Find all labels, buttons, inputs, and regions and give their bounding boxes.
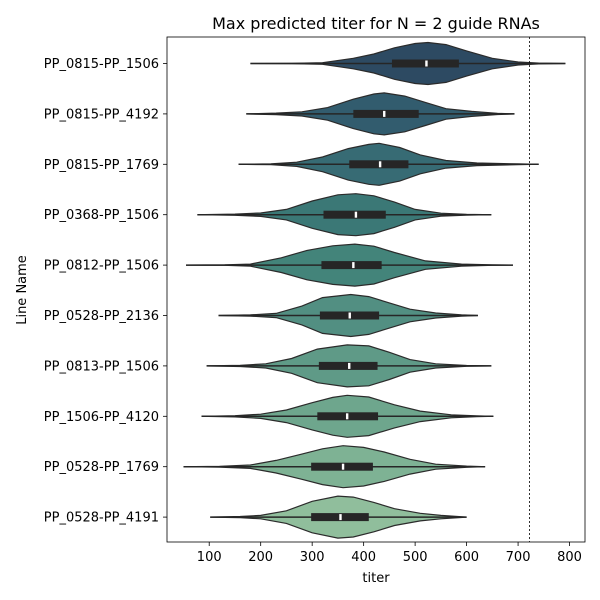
violin-group (201, 394, 494, 438)
y-tick-label: PP_0815-PP_1769 (44, 158, 159, 173)
x-tick-label: 500 (403, 550, 428, 565)
chart-title: Max predicted titer for N = 2 guide RNAs (212, 14, 540, 33)
violin-iqr-box (323, 210, 386, 219)
x-tick-label: 100 (197, 550, 222, 565)
violin-group (250, 41, 566, 86)
violin-median (339, 514, 342, 521)
violin-group (185, 243, 513, 287)
y-tick-label: PP_0815-PP_4192 (44, 107, 159, 122)
y-tick-label: PP_0368-PP_1506 (44, 208, 159, 223)
violin-iqr-box (353, 109, 419, 118)
violin-median (378, 161, 382, 168)
y-axis-label: Line Name (15, 255, 30, 325)
violin-median (348, 362, 351, 369)
y-tick-label: PP_0528-PP_2136 (44, 309, 159, 324)
violin-iqr-box (321, 261, 382, 270)
y-tick-label: PP_0528-PP_4191 (44, 511, 159, 526)
violin-iqr-box (349, 160, 409, 169)
y-tick-label: PP_0815-PP_1506 (44, 57, 159, 72)
violins (183, 41, 566, 539)
x-tick-label: 800 (557, 550, 582, 565)
violin-group (206, 344, 492, 388)
x-tick-label: 400 (351, 550, 376, 565)
y-tick-label: PP_1506-PP_4120 (44, 410, 159, 425)
x-tick-label: 200 (248, 550, 273, 565)
y-tick-label: PP_0812-PP_1506 (44, 259, 159, 274)
x-tick-label: 700 (506, 550, 531, 565)
y-tick-label: PP_0813-PP_1506 (44, 359, 159, 374)
violin-group (238, 142, 539, 186)
violin-median (352, 262, 355, 269)
violin-group (210, 495, 467, 539)
violin-median (425, 60, 428, 67)
violin-median (341, 463, 345, 470)
x-tick-label: 600 (454, 550, 479, 565)
violin-median (383, 110, 386, 117)
violin-median (354, 211, 358, 218)
plot-frame (166, 36, 586, 543)
violin-group (246, 92, 515, 136)
violin-group (218, 293, 478, 338)
y-axis: PP_0815-PP_1506 PP_0815-PP_4192 PP_0815-PP… (44, 57, 167, 526)
y-tick-label: PP_0528-PP_1769 (44, 460, 159, 475)
violin-median (345, 413, 349, 420)
x-tick-label: 300 (300, 550, 325, 565)
violin-median (348, 312, 351, 319)
x-axis-label: titer (362, 571, 390, 586)
violin-group (197, 193, 492, 237)
violin-group (183, 445, 486, 489)
x-axis: 100 200 300 400 500 600 700 800 (197, 542, 582, 565)
